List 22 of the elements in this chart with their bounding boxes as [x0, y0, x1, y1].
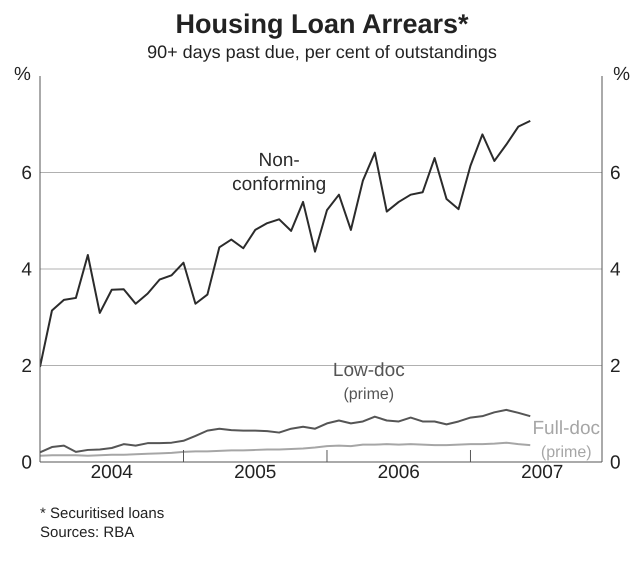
- x-tick-label: 2005: [234, 462, 276, 483]
- y2-tick-label: 2: [610, 356, 621, 378]
- chart-subtitle: 90+ days past due, per cent of outstandings: [146, 41, 498, 64]
- y-axis-title: %: [14, 64, 31, 86]
- y2-tick-label: 4: [610, 260, 621, 281]
- series-label: Non-conforming: [231, 149, 328, 198]
- y-tick-label: 6: [21, 163, 32, 184]
- y2-tick-label: 6: [610, 163, 621, 184]
- y-tick-label: 4: [21, 260, 32, 281]
- chart-title: Housing Loan Arrears*: [174, 8, 470, 40]
- y2-tick-label: 0: [610, 452, 621, 474]
- text: * Securitised loans: [40, 504, 166, 523]
- y-tick-label: 0: [21, 452, 32, 474]
- x-tick-label: 2004: [90, 462, 134, 483]
- y-tick-label: 2: [21, 356, 32, 378]
- source-note: Sources: RBA: [40, 523, 136, 542]
- series-label: Full-doc (prime): [531, 417, 602, 462]
- line-series: [40, 442, 532, 457]
- y2-axis-title: %: [613, 64, 630, 86]
- x-tick-label: 2006: [378, 462, 420, 483]
- x-tick-label: 2007: [521, 462, 564, 483]
- series-label: Low-doc (prime): [332, 358, 406, 405]
